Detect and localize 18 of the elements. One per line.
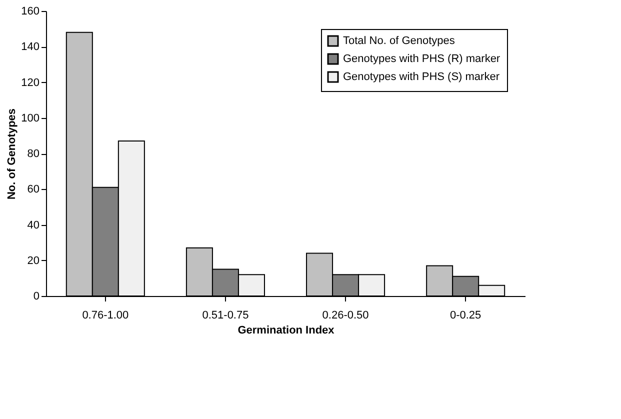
y-tick-label: 120	[21, 76, 40, 89]
y-axis-title: No. of Genotypes	[6, 108, 18, 200]
x-tick-label: 0-0.25	[450, 310, 482, 322]
y-tick-label: 40	[27, 219, 40, 232]
y-tick-label: 100	[21, 112, 40, 124]
x-axis-title: Germination Index	[238, 324, 336, 336]
y-tick-label: 140	[21, 41, 40, 54]
legend-label: Total No. of Genotypes	[343, 35, 456, 47]
y-tick-label: 80	[27, 148, 40, 160]
legend-label: Genotypes with PHS (S) marker	[343, 71, 500, 83]
x-tick-label: 0.76-1.00	[82, 310, 129, 322]
y-tick-label: 60	[27, 184, 40, 196]
x-tick-label: 0.26-0.50	[322, 310, 369, 322]
y-tick-label: 20	[27, 254, 40, 267]
y-tick-label: 0	[33, 290, 40, 302]
legend-label: Genotypes with PHS (R) marker	[343, 53, 500, 65]
y-tick-label: 160	[21, 6, 40, 18]
x-tick-label: 0.51-0.75	[202, 310, 249, 322]
